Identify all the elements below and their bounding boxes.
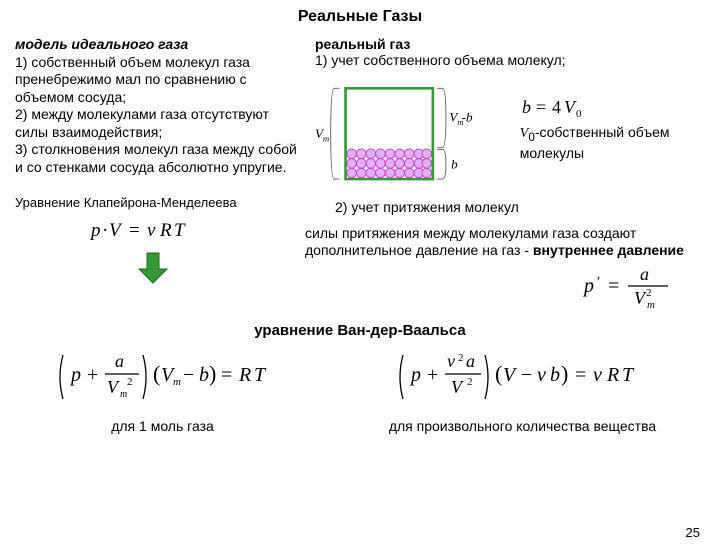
- vdw-eq-1mol: p + a V m 2 ( V m − b ) = R T: [55, 349, 285, 408]
- svg-text:b: b: [522, 97, 531, 117]
- vdw-cap2: для произвольного количества вещества: [373, 418, 673, 434]
- svg-text:T: T: [254, 364, 267, 386]
- svg-text:m: m: [323, 134, 329, 144]
- svg-text:2: 2: [127, 376, 133, 388]
- middle-row: Уравнение Клапейрона-Менделеева p · V = …: [0, 195, 720, 314]
- svg-text:b: b: [550, 364, 560, 386]
- vdw-eq-nu: p + ν 2 a V 2 ( V − ν b ) = ν R T: [395, 349, 665, 408]
- real-p1: 1) учет собственного объема молекул;: [315, 52, 710, 68]
- forces-column: 2) учет притяжения молекул силы притяжен…: [300, 195, 720, 314]
- svg-text:·: ·: [102, 220, 108, 241]
- svg-text:a: a: [640, 264, 649, 284]
- svg-text:2: 2: [646, 287, 652, 299]
- svg-text:−: −: [183, 364, 194, 386]
- svg-text:−: −: [521, 364, 532, 386]
- b-formula-block: b = 4 V 0 V0-собственный объем молекулы: [520, 95, 710, 162]
- caption-row: для 1 моль газа для произвольного количе…: [0, 418, 720, 434]
- down-arrow-icon: [133, 251, 173, 285]
- svg-text:): ): [561, 361, 568, 386]
- svg-text:=: =: [536, 97, 546, 117]
- v0-desc: V0-собственный объем молекулы: [520, 124, 710, 162]
- svg-text:a: a: [466, 351, 475, 371]
- equation-row: p + a V m 2 ( V m − b ) = R T p + ν 2 a: [0, 349, 720, 408]
- svg-text:m: m: [647, 299, 655, 310]
- svg-text:m: m: [173, 376, 181, 388]
- svg-text:=: =: [608, 275, 619, 297]
- top-row: модель идеального газа 1) собственный об…: [0, 36, 720, 189]
- svg-text:4: 4: [552, 97, 561, 117]
- svg-text:p: p: [582, 275, 594, 297]
- svg-text:R: R: [238, 364, 251, 386]
- svg-text:+: +: [87, 364, 98, 386]
- forces-text: силы притяжения между молекулами газа со…: [305, 225, 710, 260]
- svg-text:=: =: [221, 364, 232, 386]
- svg-text:ν: ν: [147, 220, 156, 241]
- ideal-heading: модель идеального газа: [15, 36, 300, 54]
- b-formula: b = 4 V 0: [520, 95, 610, 121]
- svg-text:p: p: [89, 220, 101, 241]
- svg-text:T: T: [174, 220, 186, 241]
- svg-text:ν: ν: [447, 351, 455, 371]
- page-title: Реальные Газы: [0, 8, 720, 26]
- svg-text:V: V: [451, 377, 464, 397]
- svg-text:a: a: [115, 351, 124, 371]
- svg-text:-b: -b: [462, 109, 473, 124]
- svg-text:V: V: [107, 377, 120, 397]
- svg-text:R: R: [606, 364, 619, 386]
- svg-text:): ): [209, 361, 216, 386]
- molecule-container-diagram: V m V m -b b: [315, 74, 516, 189]
- clapeyron-label: Уравнение Клапейрона-Менделеева: [15, 195, 290, 210]
- svg-text:+: +: [427, 364, 438, 386]
- svg-text:V: V: [503, 364, 518, 386]
- real-gas-column: реальный газ 1) учет собственного объема…: [310, 36, 720, 189]
- svg-text:(: (: [495, 361, 502, 386]
- vdw-title: уравнение Ван-дер-Ваальса: [0, 322, 720, 339]
- svg-text:=: =: [129, 220, 140, 241]
- svg-text:m: m: [120, 389, 127, 400]
- ideal-p1: 1) собственный объем молекул газа пренеб…: [15, 54, 300, 107]
- p-prime-equation: p ′ = a V m 2: [580, 264, 680, 310]
- svg-text:R: R: [159, 220, 172, 241]
- svg-text:b: b: [451, 157, 458, 172]
- vdw-cap1: для 1 моль газа: [48, 418, 278, 434]
- ideal-p3: 3) столкновения молекул газа между собой…: [15, 141, 300, 176]
- svg-text:′: ′: [597, 275, 600, 290]
- svg-text:0: 0: [576, 108, 582, 120]
- svg-text:T: T: [622, 364, 635, 386]
- clapeyron-column: Уравнение Клапейрона-Менделеева p · V = …: [0, 195, 300, 314]
- real-p2: 2) учет притяжения молекул: [335, 199, 710, 217]
- svg-text:ν: ν: [593, 364, 602, 386]
- ideal-p2: 2) между молекулами газа отсутствуют сил…: [15, 106, 300, 141]
- svg-text:V: V: [109, 220, 123, 241]
- svg-text:2: 2: [458, 352, 464, 364]
- svg-text:ν: ν: [537, 364, 546, 386]
- svg-text:p: p: [409, 364, 421, 386]
- page-number: 25: [686, 525, 700, 540]
- svg-text:=: =: [575, 364, 586, 386]
- real-heading: реальный газ: [315, 36, 710, 52]
- clapeyron-equation: p · V = ν R T: [83, 218, 223, 244]
- svg-text:b: b: [199, 364, 209, 386]
- svg-text:(: (: [153, 361, 160, 386]
- svg-text:2: 2: [467, 376, 473, 388]
- ideal-gas-column: модель идеального газа 1) собственный об…: [0, 36, 310, 189]
- svg-text:p: p: [69, 364, 81, 386]
